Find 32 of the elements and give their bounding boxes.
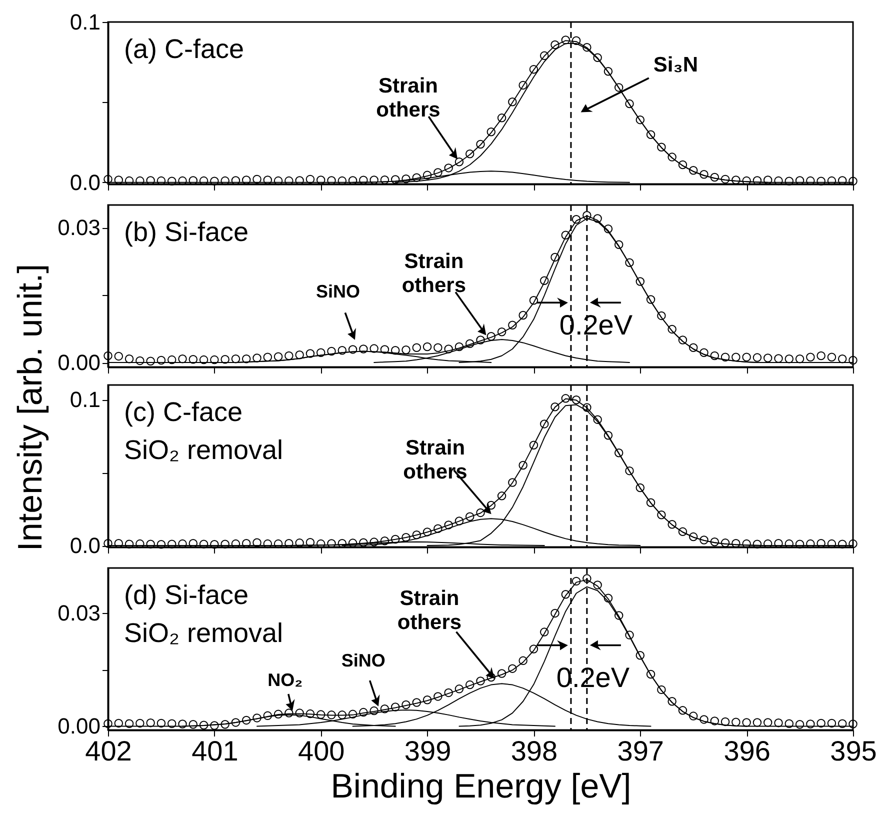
annotation: Strain others: [397, 587, 462, 634]
annotation: (d) Si-face: [124, 580, 249, 610]
x-tick-label: 397: [617, 736, 664, 766]
annotation: (b) Si-face: [124, 217, 249, 247]
annotation: Strain others: [376, 74, 440, 122]
annotation: Strain others: [403, 436, 468, 484]
y-tick-label: 0.0: [70, 533, 100, 558]
annotation: Strain others: [402, 250, 466, 297]
annotation: SiO₂ removal: [124, 435, 284, 465]
x-tick-label: 396: [724, 736, 770, 766]
y-tick-label: 0.03: [58, 215, 100, 240]
annotation: SiO₂ removal: [124, 618, 284, 648]
x-tick-label: 401: [192, 736, 238, 766]
annotation: Si₃N: [653, 54, 698, 77]
annotation: (a) C-face: [124, 34, 244, 64]
annotation: (c) C-face: [124, 397, 243, 427]
y-tick-label: 0.1: [70, 387, 100, 412]
y-tick-label: 0.03: [58, 600, 100, 626]
y-axis-title: Intensity [arb. unit.]: [11, 264, 50, 552]
y-tick-label: 0.1: [70, 10, 100, 34]
y-tick-label: 0.00: [58, 350, 100, 375]
x-tick-label: 399: [404, 736, 452, 766]
x-axis-title: Binding Energy [eV]: [330, 768, 632, 806]
annotation: SiNO: [341, 650, 386, 670]
annotation: 0.2eV: [559, 310, 633, 341]
x-tick-label: 400: [298, 736, 345, 766]
annotation: 0.2eV: [556, 662, 630, 694]
annotation: SiNO: [316, 282, 360, 302]
x-tick-label: 398: [510, 736, 558, 766]
x-tick-label: 395: [830, 736, 877, 766]
annotation: NO₂: [268, 670, 303, 690]
y-tick-label: 0.0: [70, 170, 100, 195]
